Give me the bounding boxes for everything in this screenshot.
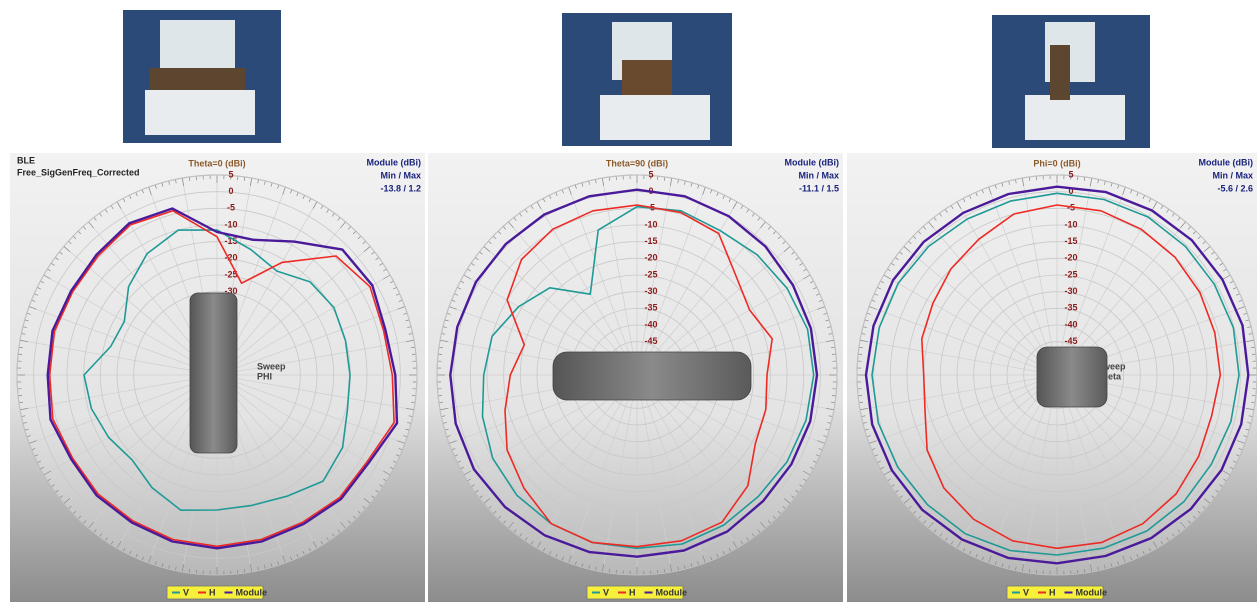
sweep-label: Sweep — [257, 361, 286, 371]
minmax-label: Min / Max — [380, 170, 421, 180]
photo — [123, 10, 281, 143]
photo — [562, 13, 732, 146]
r-tick-label: 0 — [228, 186, 233, 196]
r-tick-label: -10 — [644, 219, 657, 229]
note: Free_SigGenFreq_Corrected — [17, 167, 140, 177]
photo — [992, 15, 1150, 148]
r-tick-label: -30 — [644, 286, 657, 296]
legend-label: H — [1049, 587, 1056, 597]
r-tick-label: 5 — [228, 169, 233, 179]
r-tick-label: -35 — [644, 303, 657, 313]
r-tick-label: -5 — [227, 203, 235, 213]
r-tick-label: -15 — [1064, 236, 1077, 246]
chart-title: Theta=90 (dBi) — [606, 158, 668, 168]
chart-title: Theta=0 (dBi) — [188, 158, 245, 168]
series-label: Module (dBi) — [785, 157, 840, 167]
minmax-value: -11.1 / 1.5 — [799, 183, 839, 193]
r-tick-label: -20 — [644, 253, 657, 263]
legend-label: Module — [656, 587, 688, 597]
r-tick-label: -10 — [224, 219, 237, 229]
r-tick-label: -40 — [644, 319, 657, 329]
device — [1037, 347, 1107, 407]
legend-label: V — [603, 587, 609, 597]
legend-label: Module — [236, 587, 268, 597]
legend-label: Module — [1076, 587, 1108, 597]
r-tick-label: -45 — [1064, 336, 1077, 346]
legend-label: H — [629, 587, 636, 597]
r-tick-label: -25 — [644, 269, 657, 279]
r-tick-label: -35 — [1064, 303, 1077, 313]
series-label: Module (dBi) — [367, 157, 422, 167]
note: BLE — [17, 155, 35, 165]
minmax-value: -5.6 / 2.6 — [1217, 183, 1253, 193]
r-tick-label: -10 — [1064, 219, 1077, 229]
r-tick-label: 5 — [1068, 169, 1073, 179]
sweep-label: PHI — [257, 371, 272, 381]
minmax-label: Min / Max — [1212, 170, 1253, 180]
legend-label: H — [209, 587, 216, 597]
r-tick-label: -15 — [644, 236, 657, 246]
legend-label: V — [1023, 587, 1029, 597]
r-tick-label: -20 — [1064, 253, 1077, 263]
r-tick-label: 5 — [648, 169, 653, 179]
device — [553, 352, 751, 400]
series-label: Module (dBi) — [1199, 157, 1254, 167]
r-tick-label: -45 — [644, 336, 657, 346]
minmax-label: Min / Max — [798, 170, 839, 180]
r-tick-label: -30 — [1064, 286, 1077, 296]
minmax-value: -13.8 / 1.2 — [380, 183, 421, 193]
r-tick-label: -40 — [1064, 319, 1077, 329]
legend-label: V — [183, 587, 189, 597]
r-tick-label: -25 — [1064, 269, 1077, 279]
device — [190, 293, 237, 453]
chart-title: Phi=0 (dBi) — [1033, 158, 1080, 168]
